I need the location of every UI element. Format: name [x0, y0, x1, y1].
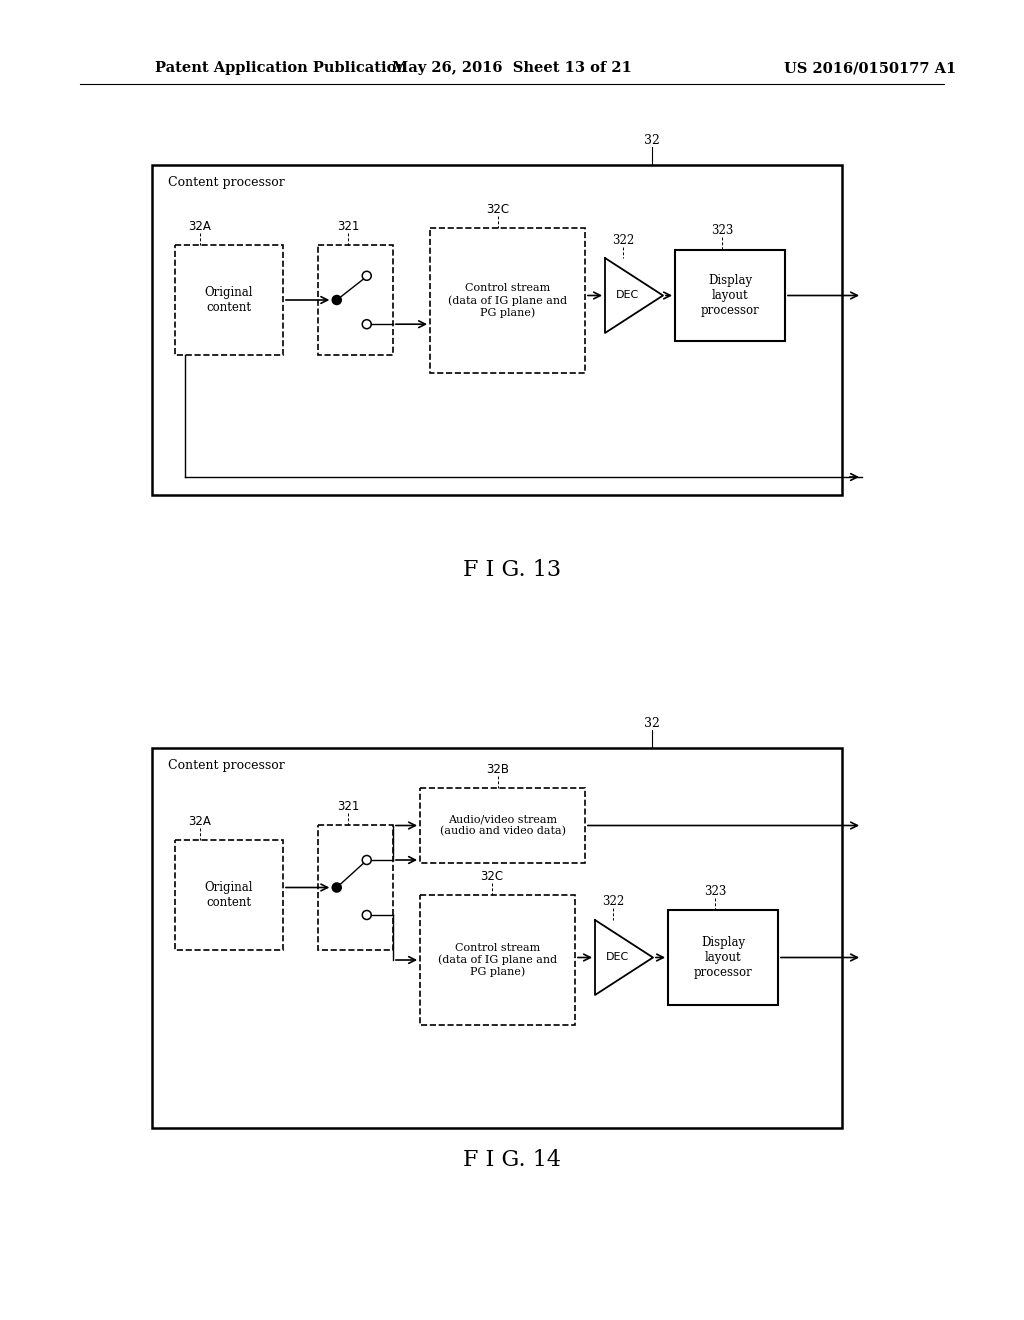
Text: 32: 32 [644, 717, 659, 730]
Bar [152, 748, 842, 1129]
Text: 32C: 32C [480, 870, 504, 883]
Text: 323: 323 [711, 224, 733, 238]
Bar [668, 909, 778, 1005]
Text: 32B: 32B [486, 763, 510, 776]
Bar [175, 246, 283, 355]
Text: 32C: 32C [486, 203, 510, 216]
Text: Display
layout
processor: Display layout processor [700, 275, 760, 317]
Text: Content processor: Content processor [168, 759, 285, 772]
Text: 322: 322 [602, 895, 624, 908]
Text: US 2016/0150177 A1: US 2016/0150177 A1 [784, 61, 956, 75]
Text: Control stream
(data of IG plane and
PG plane): Control stream (data of IG plane and PG … [438, 942, 557, 977]
Bar [318, 246, 393, 355]
Text: Control stream
(data of IG plane and
PG plane): Control stream (data of IG plane and PG … [447, 284, 567, 318]
Text: 322: 322 [612, 234, 634, 247]
Text: Patent Application Publication: Patent Application Publication [155, 61, 407, 75]
Text: DEC: DEC [605, 953, 629, 962]
Bar [430, 228, 585, 374]
Bar [175, 840, 283, 950]
Text: May 26, 2016  Sheet 13 of 21: May 26, 2016 Sheet 13 of 21 [392, 61, 632, 75]
Text: DEC: DEC [615, 290, 639, 301]
Text: Display
layout
processor: Display layout processor [693, 936, 753, 979]
Bar [318, 825, 393, 950]
Bar [420, 895, 575, 1026]
Bar [420, 788, 585, 863]
Text: 32A: 32A [188, 220, 211, 234]
Text: 323: 323 [703, 884, 726, 898]
Text: 321: 321 [337, 800, 359, 813]
Polygon shape [595, 920, 653, 995]
Bar [675, 249, 785, 341]
Circle shape [332, 296, 341, 305]
Text: Original
content: Original content [205, 880, 253, 909]
Text: F I G. 13: F I G. 13 [463, 558, 561, 581]
Text: F I G. 14: F I G. 14 [463, 1148, 561, 1171]
Text: 32A: 32A [188, 814, 211, 828]
Text: Original
content: Original content [205, 286, 253, 314]
Text: 321: 321 [337, 220, 359, 234]
Bar [152, 165, 842, 495]
Text: Content processor: Content processor [168, 176, 285, 189]
Circle shape [332, 883, 341, 892]
Polygon shape [605, 257, 663, 333]
Text: 32: 32 [644, 135, 659, 147]
Text: Audio/video stream
(audio and video data): Audio/video stream (audio and video data… [439, 814, 565, 837]
